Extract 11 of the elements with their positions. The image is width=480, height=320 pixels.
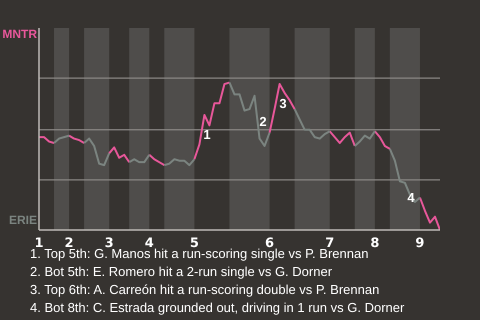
text: 2. Bot 5th: E. Romero hit a 2-run single vs G. Dorner bbox=[30, 263, 334, 281]
text: 3. Top 6th: A. Carreón hit a run-scoring double vs P. Brennan bbox=[30, 281, 380, 299]
x-tick-label: 9 bbox=[415, 236, 424, 252]
annotation: 2 bbox=[258, 114, 268, 130]
text: ERIE bbox=[8, 213, 37, 227]
text: 4. Bot 8th: C. Estrada grounded out, driving in 1 run vs G. Dorner bbox=[30, 299, 404, 317]
annotation: 4 bbox=[406, 190, 416, 206]
x-tick-label: 8 bbox=[370, 236, 380, 252]
annotation: 1 bbox=[202, 127, 212, 143]
annotation: 3 bbox=[278, 96, 288, 112]
text: MNTR bbox=[1, 27, 37, 41]
